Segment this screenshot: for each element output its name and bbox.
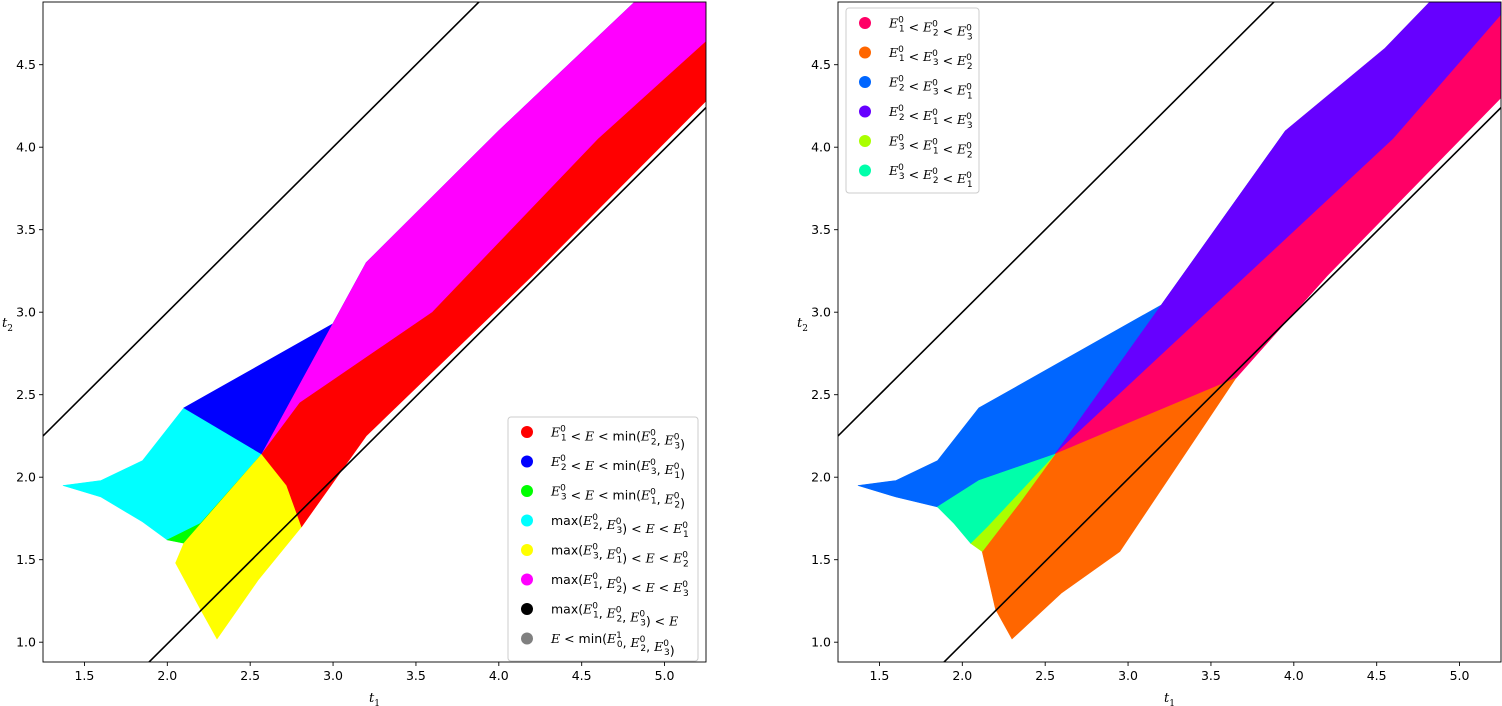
- legend-marker: [521, 455, 533, 468]
- boundary-line-1: [838, 2, 1276, 437]
- legend-entry: E0 3 < E < min(E0 1, E0 2): [521, 484, 685, 511]
- legend-entry: E0 2 < E0 1 < E0 3: [859, 104, 973, 131]
- y-tick-label: 2.5: [811, 387, 831, 402]
- legend-label: max(E0 1, E0 2, E0 3) < E: [551, 602, 678, 629]
- legend-label: E0 2 < E0 3 < E0 1: [888, 75, 973, 102]
- legend-entry: max(E0 3, E0 1) < E < E0 2: [521, 543, 689, 570]
- legend-entry: E0 1 < E0 2 < E0 3: [859, 16, 973, 43]
- x-tick-label: 4.5: [572, 668, 592, 683]
- y-tick-label: 1.0: [811, 635, 831, 650]
- region-violet: [1054, 2, 1501, 455]
- legend-marker: [859, 105, 871, 118]
- legend-marker: [859, 46, 871, 59]
- legend: E0 1 < E0 2 < E0 3E0 1 < E0 3 < E0 2 E0 2 < E0 3 …: [845, 7, 980, 194]
- legend-marker: [521, 544, 533, 556]
- legend-label: E0 1 < E0 2 < E0 3: [888, 16, 973, 43]
- legend-frame: [507, 416, 699, 662]
- legend-marker: [859, 76, 871, 88]
- y-tick-label: 3.5: [16, 222, 36, 237]
- x-tick-label: 3.0: [323, 668, 343, 683]
- y-tick-label: 3.0: [16, 305, 36, 320]
- legend-marker: [521, 603, 533, 615]
- legend-label: E0 1 < E0 3 < E0 2: [888, 45, 973, 72]
- x-tick-label: 4.0: [489, 668, 509, 683]
- region-spring: [937, 453, 1056, 544]
- boundary-line-2: [147, 107, 706, 662]
- legend-marker: [521, 485, 533, 497]
- legend-entry: max(E0 1, E0 2) < E < E0 3: [521, 572, 689, 599]
- legend-marker: [521, 426, 533, 438]
- y-tick-label: 1.0: [16, 635, 36, 650]
- y-tick-label: 2.0: [16, 470, 36, 485]
- y-tick-label: 2.0: [811, 470, 831, 485]
- legend-entry: E0 2 < E0 3 < E0 1: [859, 75, 973, 102]
- plot-area: [838, 2, 1501, 662]
- x-tick-label: 2.0: [157, 668, 177, 683]
- legend-entry: E0 2 < E < min(E0 3, E0 1): [521, 454, 685, 481]
- x-tick-label: 2.0: [952, 668, 972, 683]
- legend-marker: [859, 135, 871, 147]
- legend-entry: E0 3 < E0 1 < E0 2: [859, 134, 973, 161]
- legend-label: E0 3 < E < min(E0 1, E0 2): [550, 484, 685, 511]
- boundary-line-1: [43, 2, 481, 437]
- x-tick-label: 1.5: [869, 668, 889, 683]
- x-tick-label: 3.5: [406, 668, 426, 683]
- y-tick-label: 3.5: [811, 222, 831, 237]
- legend-label: max(E0 2, E0 3) < E < E0 1: [551, 513, 689, 540]
- x-axis-label: t1: [1164, 691, 1175, 706]
- x-tick-label: 4.0: [1284, 668, 1304, 683]
- y-tick-label: 4.5: [811, 57, 831, 72]
- x-tick-label: 3.5: [1201, 668, 1221, 683]
- chart-1: 1.5 2.0 2.5 3.0 3.5 4.0 4.5 5.0 1.0 1.5 2.0 2.5 3.0 3…: [2, 1, 707, 706]
- axes-frame: [42, 1, 707, 663]
- y-tick-label: 4.5: [16, 57, 36, 72]
- legend-entry: E0 1 < E0 3 < E0 2: [859, 45, 973, 72]
- legend-label: E0 2 < E < min(E0 3, E0 1): [550, 454, 685, 481]
- chart-2: 1.5 2.0 2.5 3.0 3.5 4.0 4.5 5.0 1.0 1.5 2.0 2.5 3.0 3…: [797, 1, 1502, 706]
- plot-area: [43, 2, 706, 662]
- x-tick-label: 2.5: [1035, 668, 1055, 683]
- legend-label: max(E0 3, E0 1) < E < E0 2: [551, 543, 689, 570]
- y-tick-label: 4.0: [16, 140, 36, 155]
- legend-frame: [845, 7, 980, 194]
- legend-marker: [859, 17, 871, 29]
- legend-entry: E0 1 < E < min(E0 2, E0 3): [521, 425, 685, 452]
- legend-marker: [521, 573, 533, 586]
- y-tick-label: 3.0: [811, 305, 831, 320]
- y-tick-label: 1.5: [811, 552, 831, 567]
- x-tick-label: 5.0: [1450, 668, 1470, 683]
- y-tick-label: 1.5: [16, 552, 36, 567]
- x-axis-label: t1: [369, 691, 380, 706]
- x-tick-label: 4.5: [1367, 668, 1387, 683]
- legend-label: max(E0 1, E0 2) < E < E0 3: [551, 572, 689, 599]
- x-tick-label: 3.0: [1118, 668, 1138, 683]
- y-tick-label: 2.5: [16, 387, 36, 402]
- legend-entry: E < min(E1 0, E0 2, E0 3): [521, 631, 675, 658]
- region-red: [261, 41, 706, 528]
- legend-entry: max(E0 1, E0 2, E0 3) < E: [521, 602, 678, 629]
- y-tick-label: 4.0: [811, 140, 831, 155]
- legend-entry: max(E0 2, E0 3) < E < E0 1: [521, 513, 689, 540]
- legend-label: E0 1 < E < min(E0 2, E0 3): [550, 425, 685, 452]
- legend-marker: [859, 164, 871, 177]
- y-axis-label: t2: [2, 316, 13, 334]
- legend-label: E < min(E1 0, E0 2, E0 3): [550, 631, 675, 658]
- x-tick-label: 5.0: [655, 668, 675, 683]
- x-tick-label: 1.5: [74, 668, 94, 683]
- legend: E0 1 < E < min(E0 2, E0 3)E0 2 < E < min(E0 3…: [507, 416, 699, 662]
- axes-frame: [837, 1, 1502, 663]
- legend-entry: E0 3 < E0 2 < E0 1: [859, 163, 973, 190]
- legend-label: E0 3 < E0 2 < E0 1: [888, 163, 973, 190]
- boundary-line-2: [942, 107, 1501, 662]
- legend-marker: [521, 632, 533, 645]
- legend-marker: [521, 514, 533, 527]
- x-tick-label: 2.5: [240, 668, 260, 683]
- y-axis-label: t2: [797, 316, 808, 334]
- legend-label: E0 3 < E0 1 < E0 2: [888, 134, 973, 161]
- legend-label: E0 2 < E0 1 < E0 3: [888, 104, 973, 131]
